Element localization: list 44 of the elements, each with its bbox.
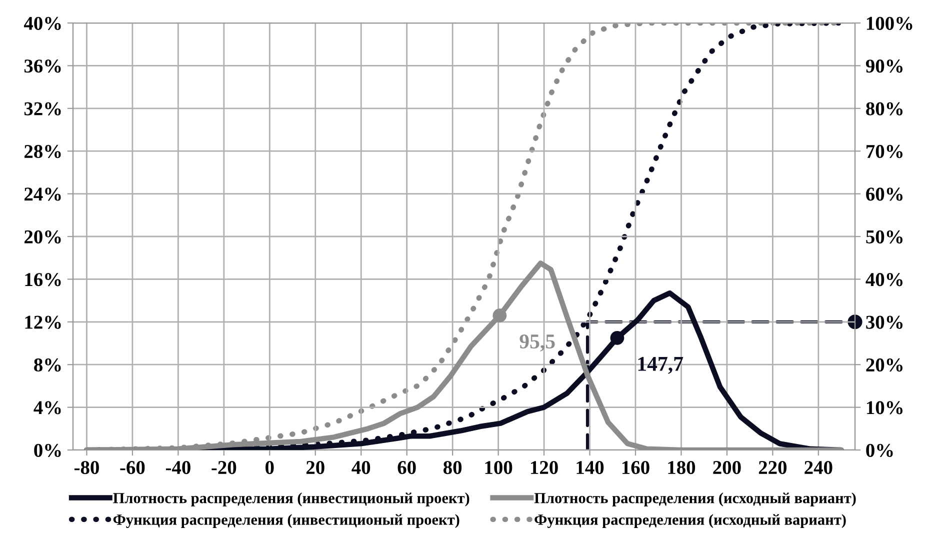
x-tick-label: 160 xyxy=(622,460,650,474)
x-tick-label: 20 xyxy=(306,460,324,474)
y-tick-label: 40% xyxy=(24,16,61,30)
y-tick-label: 4% xyxy=(34,401,61,414)
y-tick-label: 24% xyxy=(24,188,61,201)
y2-tick-label: 40% xyxy=(866,273,902,286)
y-tick-label: 32% xyxy=(24,102,61,116)
annotation: 147,7 xyxy=(638,356,684,374)
legend-label: Плотность распределения (исходный вариант) xyxy=(534,492,856,506)
x-tick-label: 60 xyxy=(398,460,416,474)
x-tick-label: 100 xyxy=(485,460,512,474)
x-tick-label: 140 xyxy=(576,460,604,474)
legend-label: Плотность распределения (инвестиционый проект) xyxy=(113,492,470,506)
x-tick-label: -60 xyxy=(120,460,145,474)
x-tick-label: 0 xyxy=(266,460,274,474)
y-tick-label: 20% xyxy=(24,230,61,244)
y2-tick-label: 80% xyxy=(866,102,902,116)
x-tick-label: -20 xyxy=(212,460,236,474)
x-tick-label: 80 xyxy=(443,460,462,474)
x-tick-label: 200 xyxy=(713,460,741,474)
y2-tick-label: 20% xyxy=(866,358,902,372)
y-tick-label: 16% xyxy=(25,273,61,286)
y2-tick-label: 0% xyxy=(866,444,893,457)
y2-tick-label: 70% xyxy=(866,144,902,158)
x-tick-label: 180 xyxy=(668,460,696,474)
legend-label: Функция распределения (инвестиционый проект) xyxy=(113,514,460,528)
y-tick-label: 12% xyxy=(25,316,61,329)
y2-tick-label: 30% xyxy=(866,316,902,329)
x-tick-label: 220 xyxy=(758,460,787,474)
x-tick-label: 120 xyxy=(531,460,558,474)
y2-tick-label: 10% xyxy=(866,401,902,414)
y2-tick-label: 100% xyxy=(866,16,912,30)
y2-tick-label: 60% xyxy=(866,188,902,201)
x-tick-label: 240 xyxy=(804,460,832,474)
y-tick-label: 0% xyxy=(34,444,61,457)
y-tick-label: 28% xyxy=(24,144,61,158)
y-tick-label: 36% xyxy=(24,60,61,73)
x-tick-label: -80 xyxy=(74,460,99,474)
x-tick-label: -40 xyxy=(166,460,190,474)
y2-tick-label: 50% xyxy=(866,230,902,244)
legend-label: Функция распределения (исходный вариант) xyxy=(534,514,846,528)
y-tick-label: 8% xyxy=(34,358,61,372)
y2-tick-label: 90% xyxy=(866,60,902,73)
x-tick-label: 40 xyxy=(352,460,370,474)
